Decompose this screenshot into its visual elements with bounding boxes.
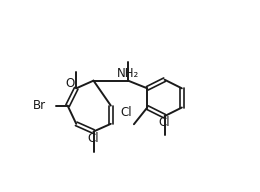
Text: Cl: Cl [120,106,132,119]
Text: Cl: Cl [159,116,170,129]
Text: NH₂: NH₂ [117,67,139,80]
Text: Br: Br [33,99,47,112]
Text: Cl: Cl [88,132,99,145]
Text: O: O [65,77,74,90]
